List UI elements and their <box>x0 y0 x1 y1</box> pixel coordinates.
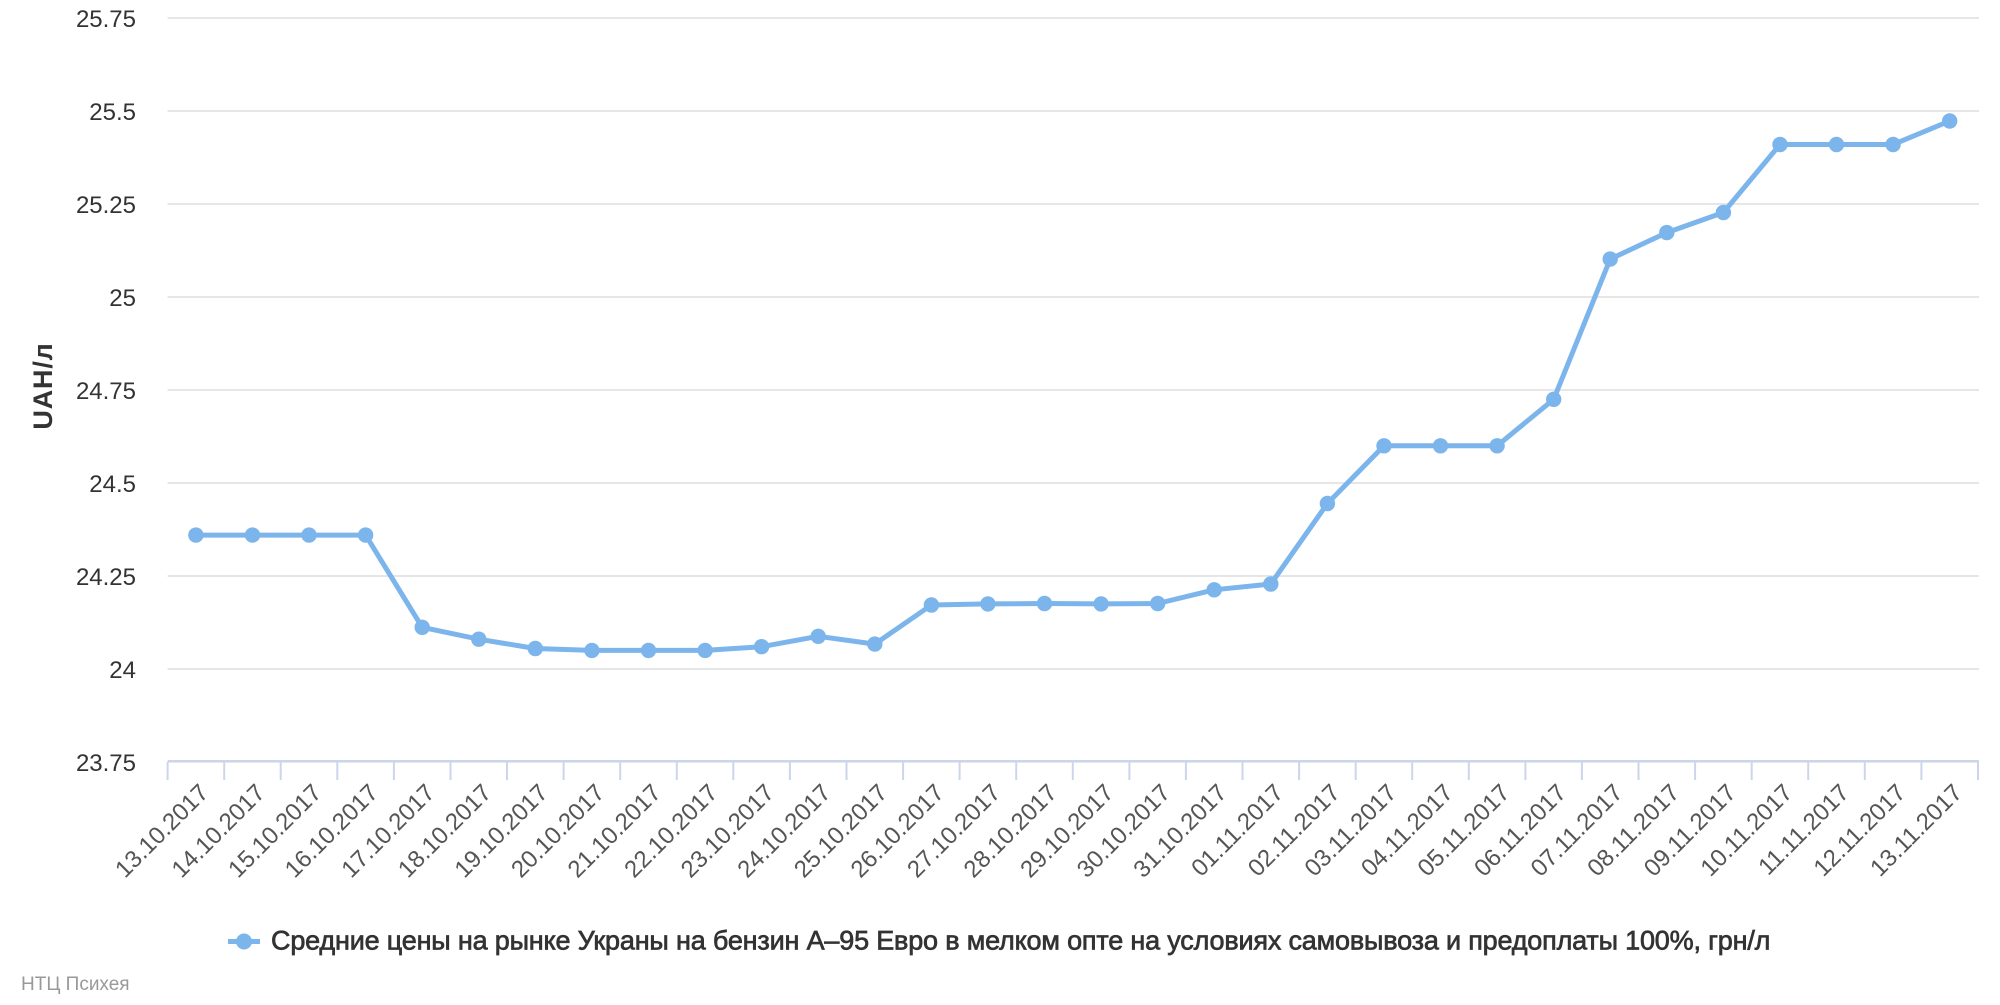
svg-text:25.75: 25.75 <box>76 6 136 33</box>
svg-text:UAH/л: UAH/л <box>28 342 58 429</box>
svg-text:25.5: 25.5 <box>89 99 136 126</box>
svg-text:НТЦ Психея: НТЦ Психея <box>21 974 130 995</box>
svg-text:25.25: 25.25 <box>76 192 136 219</box>
svg-text:24: 24 <box>109 657 136 684</box>
svg-text:25: 25 <box>109 285 136 312</box>
svg-text:24.5: 24.5 <box>89 471 136 498</box>
svg-text:Средние цены на рынке Украны н: Средние цены на рынке Украны на бензин А… <box>271 926 1770 956</box>
svg-text:24.75: 24.75 <box>76 378 136 405</box>
svg-text:24.25: 24.25 <box>76 564 136 591</box>
svg-text:23.75: 23.75 <box>76 750 136 777</box>
